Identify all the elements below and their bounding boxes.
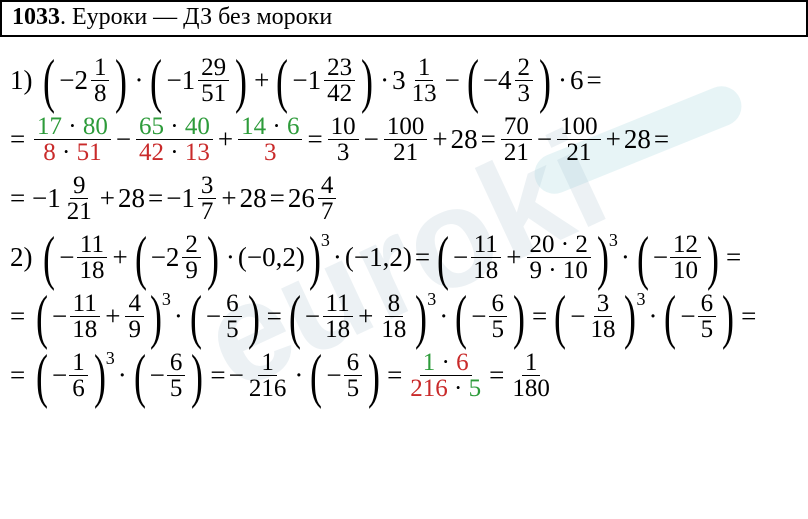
title-box: 1033. Еуроки — ДЗ без мороки <box>0 0 808 37</box>
p1-line3: = −1921 +28 = −137 +28 = 2647 <box>10 173 798 224</box>
p2-line1: 2) (−1118+(−229)·(−0,2))3 ·(−1,2) = (−11… <box>10 232 798 283</box>
problem-number: 1033 <box>12 4 60 30</box>
page-content: 1033. Еуроки — ДЗ без мороки 1) (−218) ·… <box>0 0 808 401</box>
p2-line2: = (−1118+49)3 · (−65) = (−1118+818)3 · (… <box>10 291 798 342</box>
p2-num: 2) <box>10 244 39 271</box>
p1-line1: 1) (−218) · (−12951) + (−12342) · 3113 −… <box>10 55 798 106</box>
p2-line3: = (−16)3 · (−65) = −1216 · (−65) = 1 · 6… <box>10 350 798 401</box>
title-text: . Еуроки — ДЗ без мороки <box>60 4 332 30</box>
p1-line2: = 17 · 808 · 51 − 65 · 4042 · 13 + 14 · … <box>10 114 798 165</box>
p1-num: 1) <box>10 67 39 94</box>
